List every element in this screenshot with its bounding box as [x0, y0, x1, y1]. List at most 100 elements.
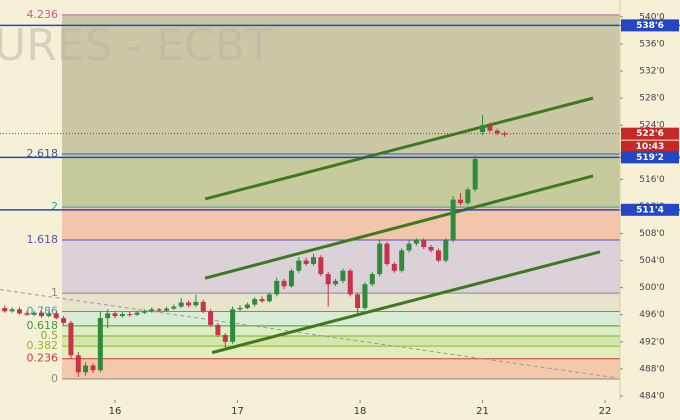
candle-body: [193, 301, 199, 306]
price-box-label: 519'2: [636, 153, 664, 163]
candle-body: [149, 309, 155, 312]
candle-body: [156, 309, 162, 311]
y-tick-label: 540'0: [639, 12, 665, 22]
candle-body: [244, 304, 250, 308]
y-tick-label: 516'0: [639, 175, 665, 185]
watermark: URES - ECBT: [0, 20, 272, 71]
candle-body: [178, 302, 184, 307]
price-box: [621, 127, 679, 140]
candle-body: [252, 299, 258, 305]
fib-label: 1.618: [27, 233, 59, 246]
candle-body: [413, 240, 419, 244]
candle-body: [237, 307, 243, 310]
candle-body: [384, 243, 390, 264]
candle-body: [406, 243, 412, 251]
candle-body: [325, 274, 331, 285]
fib-band: [61, 358, 621, 380]
trend-line: [204, 96, 594, 201]
countdown-label: 10:43: [636, 142, 665, 152]
candle-body: [75, 355, 81, 373]
price-box-label: 522'6: [636, 129, 664, 139]
y-tick-label: 532'0: [639, 67, 665, 77]
y-tick-label: 536'0: [639, 39, 665, 49]
fib-band: [61, 14, 621, 154]
candle-body: [274, 280, 280, 295]
candle-body: [105, 313, 111, 319]
candle-body: [134, 312, 140, 315]
fib-band: [61, 239, 621, 294]
y-tick-label: 528'0: [639, 94, 665, 104]
y-tick-label: 496'0: [639, 310, 665, 320]
candle-body: [39, 312, 45, 317]
candle-body: [347, 270, 353, 295]
candle-body: [171, 306, 177, 309]
fib-label: 1: [51, 286, 58, 299]
fib-band: [61, 336, 621, 347]
fib-band: [61, 207, 621, 240]
x-tick-label: 17: [231, 406, 244, 417]
x-tick-label: 18: [354, 406, 367, 417]
candle-body: [31, 312, 37, 315]
candle-body: [90, 365, 96, 371]
candle-body: [127, 314, 133, 316]
candle-body: [163, 308, 169, 311]
y-tick-label: 508'0: [639, 229, 665, 239]
candle-body: [472, 159, 478, 190]
fib-label: 0.382: [27, 339, 59, 352]
candle-body: [310, 257, 316, 264]
x-tick-label: 16: [109, 406, 122, 417]
y-tick-label: 504'0: [639, 256, 665, 266]
candle-body: [119, 314, 125, 317]
candle-body: [362, 284, 368, 308]
candle-body: [266, 294, 272, 302]
candle-body: [208, 311, 214, 325]
y-tick-label: 524'0: [639, 121, 665, 131]
fib-label: 0.5: [41, 329, 59, 342]
candle-body: [16, 309, 22, 314]
candle-body: [222, 335, 228, 342]
candle-body: [465, 189, 471, 204]
candle-body: [494, 130, 500, 134]
fib-label: 0.236: [27, 352, 59, 365]
fib-band: [61, 325, 621, 337]
candle-body: [186, 302, 192, 306]
candle-body: [355, 294, 361, 308]
price-box: [621, 19, 679, 32]
y-tick-label: 492'0: [639, 337, 665, 347]
price-box: [621, 203, 679, 216]
candle-body: [333, 280, 339, 285]
candle-body: [281, 280, 287, 287]
candle-body: [391, 263, 397, 271]
candle-body: [200, 301, 206, 312]
fib-band: [61, 293, 621, 312]
y-tick-label: 488'0: [639, 364, 665, 374]
candle-body: [303, 260, 309, 264]
candle-body: [399, 250, 405, 271]
x-tick-label: 22: [599, 406, 612, 417]
fib-label: 0.618: [27, 319, 59, 332]
candle-body: [296, 260, 302, 271]
fib-label: 4.236: [27, 8, 59, 21]
candle-body: [97, 318, 103, 371]
candle-body: [487, 125, 493, 131]
candle-body: [428, 247, 434, 251]
candle-body: [421, 240, 427, 248]
candle-body: [450, 199, 456, 241]
candle-body: [68, 322, 74, 356]
candle-body: [259, 299, 265, 302]
candle-body: [83, 365, 89, 373]
fib-label: 0: [51, 372, 58, 385]
candle-body: [9, 309, 15, 312]
candle-body: [377, 243, 383, 275]
candle-body: [230, 309, 236, 342]
trend-line: [211, 250, 601, 355]
candle-body: [435, 250, 441, 261]
candle-body: [288, 270, 294, 287]
candle-body: [457, 199, 463, 204]
candle-body: [443, 240, 449, 261]
candle-body: [2, 307, 8, 312]
y-tick-label: 484'0: [639, 391, 665, 401]
fib-label: 2: [51, 200, 58, 213]
